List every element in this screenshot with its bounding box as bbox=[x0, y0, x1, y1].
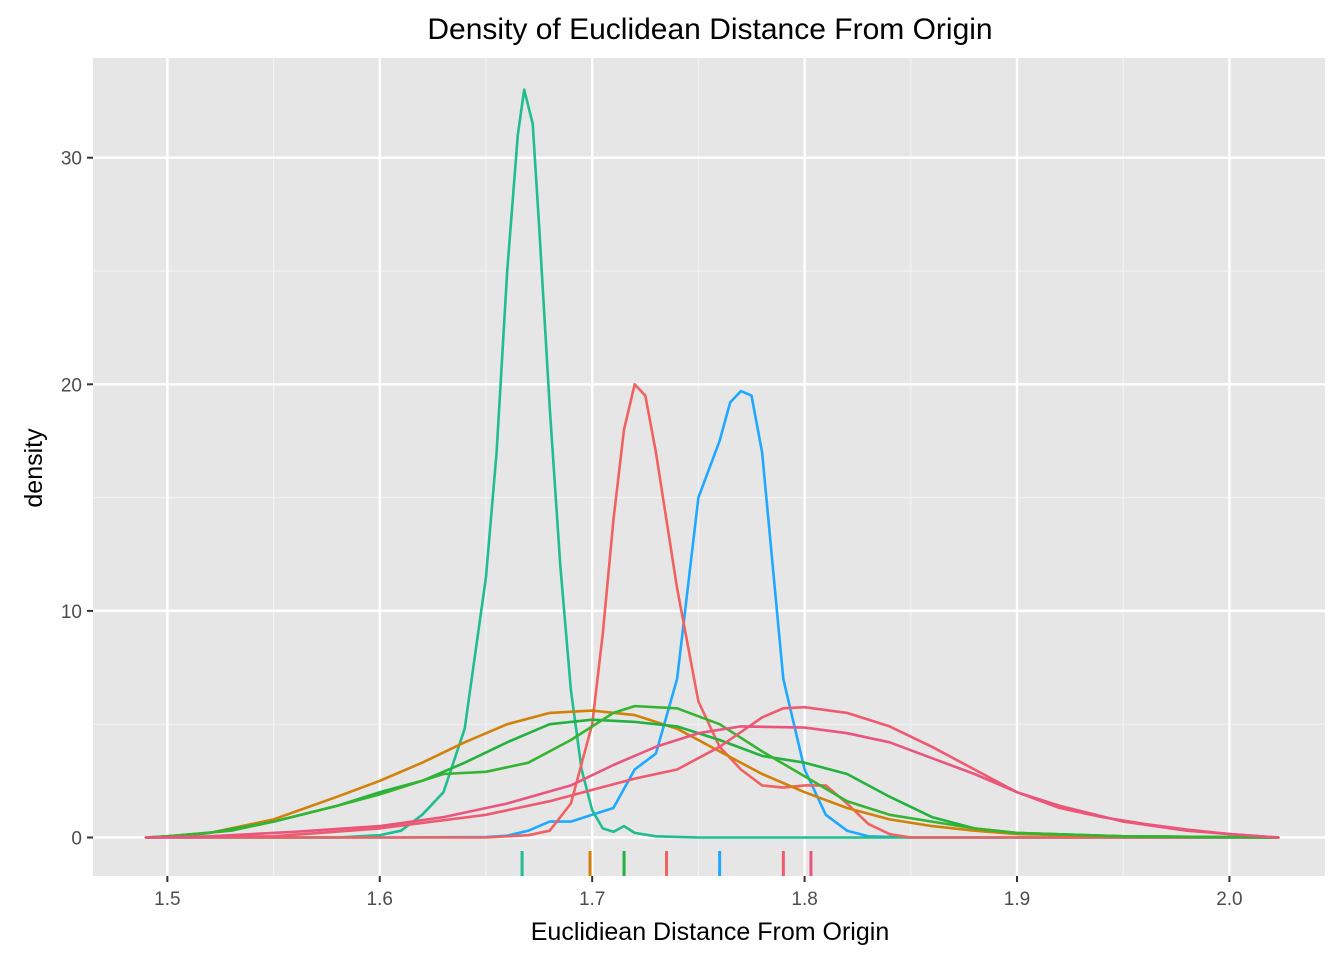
y-axis: 0 10 20 30 bbox=[61, 149, 93, 849]
y-axis-title: density bbox=[20, 428, 48, 508]
density-curve-4 bbox=[144, 709, 1280, 839]
x-tick-label: 1.9 bbox=[1004, 889, 1030, 910]
density-curve-8 bbox=[144, 725, 1280, 839]
density-curve-2 bbox=[144, 88, 1280, 839]
x-tick-label: 1.6 bbox=[367, 889, 393, 910]
density-curve-3 bbox=[144, 383, 1280, 839]
y-tick-label: 10 bbox=[61, 602, 82, 623]
x-tick-label: 1.7 bbox=[579, 889, 605, 910]
x-tick-label: 2.0 bbox=[1216, 889, 1242, 910]
y-tick-label: 0 bbox=[71, 828, 82, 849]
x-axis: 1.5 1.6 1.7 1.8 1.9 2.0 bbox=[154, 876, 1243, 910]
x-tick-label: 1.5 bbox=[154, 889, 180, 910]
y-tick-label: 20 bbox=[61, 375, 82, 396]
density-curve-6 bbox=[144, 704, 1280, 839]
y-tick-label: 30 bbox=[61, 149, 82, 170]
density-curve-1 bbox=[144, 389, 1280, 839]
x-tick-label: 1.8 bbox=[791, 889, 817, 910]
plot-area bbox=[93, 58, 1325, 876]
x-axis-title: Euclidiean Distance From Origin bbox=[531, 918, 889, 946]
chart-title: Density of Euclidean Distance From Origi… bbox=[427, 13, 992, 46]
